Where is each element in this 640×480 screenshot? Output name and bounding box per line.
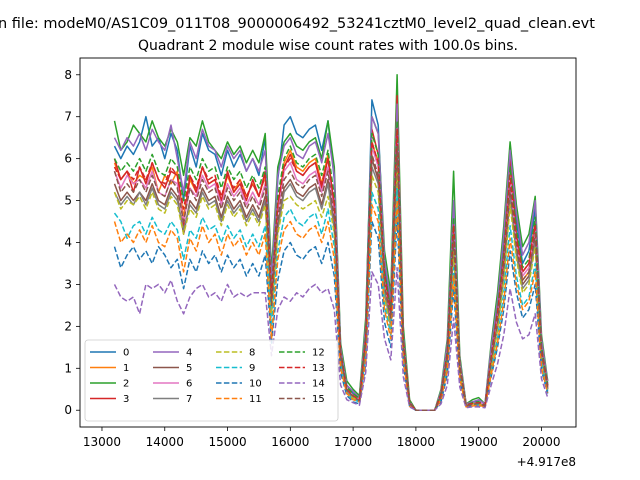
y-tick-label: 3 [64, 277, 72, 291]
chart-title: Quadrant 2 module wise count rates with … [138, 38, 518, 54]
x-tick-label: 15000 [208, 435, 246, 449]
legend-label-8: 8 [249, 348, 255, 359]
series-line-11 [113, 199, 549, 411]
legend-label-13: 13 [312, 363, 325, 374]
x-tick-label: 14000 [146, 435, 184, 449]
legend-label-14: 14 [312, 379, 325, 390]
x-tick-label: 20000 [522, 435, 560, 449]
legend-label-12: 12 [312, 348, 325, 359]
legend-label-3: 3 [123, 394, 129, 405]
series-line-14 [113, 266, 549, 411]
legend-label-4: 4 [186, 348, 192, 359]
figure-suptitle: n file: modeM0/AS1C09_011T08_9000006492_… [0, 16, 595, 32]
series-layer [113, 74, 549, 411]
series-line-15 [113, 145, 549, 411]
x-axis: 13000 14000 15000 16000 17000 18000 19000 20000 [83, 427, 561, 449]
series-line-13 [113, 128, 549, 411]
series-line-12 [113, 120, 549, 411]
legend-box [84, 339, 339, 422]
legend-label-15: 15 [312, 394, 325, 405]
x-offset-label: +4.917e8 [517, 455, 576, 469]
y-tick-label: 4 [64, 236, 72, 250]
x-tick-label: 19000 [460, 435, 498, 449]
y-axis: 0 1 2 3 4 5 6 7 8 [64, 68, 80, 417]
y-tick-label: 6 [64, 152, 72, 166]
y-tick-label: 2 [64, 319, 72, 333]
legend-label-10: 10 [249, 379, 262, 390]
y-tick-label: 1 [64, 361, 72, 375]
y-tick-label: 8 [64, 68, 72, 82]
x-tick-label: 18000 [397, 435, 435, 449]
y-tick-label: 5 [64, 194, 72, 208]
y-tick-label: 0 [64, 403, 72, 417]
legend-label-0: 0 [123, 348, 129, 359]
legend-label-2: 2 [123, 379, 129, 390]
legend-label-1: 1 [123, 363, 129, 374]
legend-label-7: 7 [186, 394, 192, 405]
legend-label-11: 11 [249, 394, 262, 405]
legend-label-5: 5 [186, 363, 192, 374]
legend-label-9: 9 [249, 363, 255, 374]
x-tick-label: 16000 [271, 435, 309, 449]
y-tick-label: 7 [64, 110, 72, 124]
x-tick-label: 17000 [334, 435, 372, 449]
series-line-4 [113, 103, 549, 411]
series-line-2 [113, 74, 549, 411]
x-tick-label: 13000 [83, 435, 121, 449]
legend-label-6: 6 [186, 379, 192, 390]
